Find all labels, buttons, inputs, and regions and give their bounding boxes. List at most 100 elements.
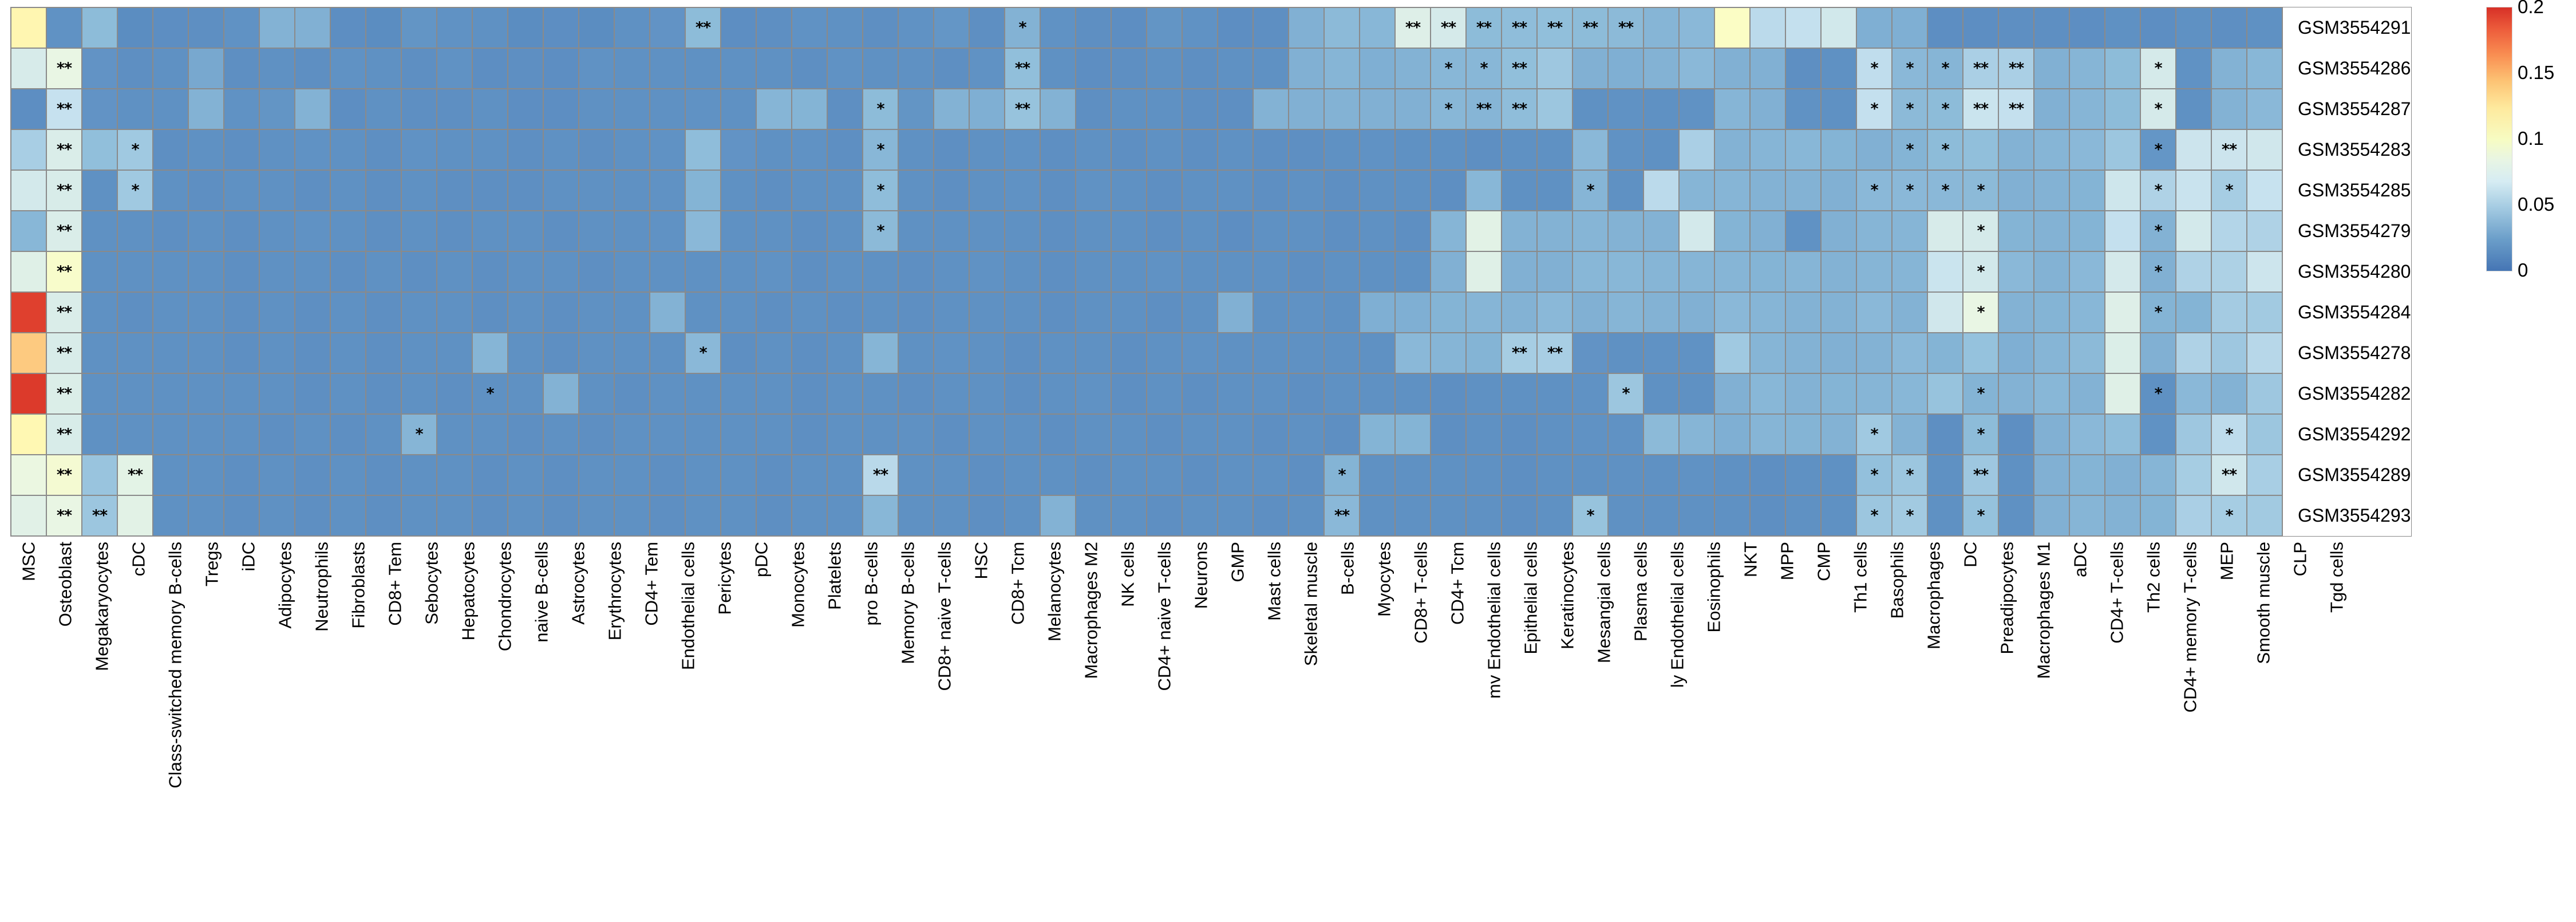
heatmap-cell[interactable] <box>81 373 118 415</box>
heatmap-cell[interactable]: ** <box>46 129 82 171</box>
heatmap-cell[interactable] <box>1111 129 1147 171</box>
heatmap-cell[interactable] <box>1678 495 1715 537</box>
heatmap-cell[interactable] <box>2104 129 2141 171</box>
heatmap-cell[interactable]: ** <box>1536 7 1573 49</box>
heatmap-cell[interactable] <box>1962 332 1999 374</box>
heatmap-cell[interactable] <box>1785 373 1822 415</box>
heatmap-cell[interactable] <box>649 454 686 496</box>
heatmap-cell[interactable] <box>614 88 650 130</box>
heatmap-cell[interactable] <box>1501 495 1538 537</box>
heatmap-cell[interactable] <box>152 210 189 252</box>
heatmap-cell[interactable] <box>1998 170 2034 211</box>
heatmap-cell[interactable] <box>1501 210 1538 252</box>
heatmap-cell[interactable] <box>330 291 366 333</box>
heatmap-cell[interactable] <box>1749 170 1786 211</box>
heatmap-cell[interactable] <box>1004 332 1041 374</box>
heatmap-cell[interactable] <box>1040 210 1076 252</box>
heatmap-cell[interactable] <box>578 88 615 130</box>
heatmap-cell[interactable] <box>223 170 260 211</box>
heatmap-cell[interactable] <box>1075 210 1112 252</box>
heatmap-cell[interactable] <box>1394 332 1431 374</box>
heatmap-cell[interactable] <box>1998 373 2034 415</box>
heatmap-cell[interactable] <box>1430 291 1467 333</box>
heatmap-cell[interactable] <box>1323 332 1360 374</box>
heatmap-cell[interactable]: * <box>1323 454 1360 496</box>
heatmap-cell[interactable] <box>330 373 366 415</box>
heatmap-cell[interactable] <box>862 291 899 333</box>
heatmap-cell[interactable]: * <box>1962 170 1999 211</box>
heatmap-cell[interactable] <box>81 291 118 333</box>
heatmap-cell[interactable] <box>365 7 402 49</box>
heatmap-cell[interactable] <box>1998 454 2034 496</box>
heatmap-cell[interactable] <box>1217 251 1254 293</box>
heatmap-cell[interactable]: * <box>1856 454 1893 496</box>
heatmap-cell[interactable] <box>1536 373 1573 415</box>
heatmap-cell[interactable] <box>1927 413 1963 455</box>
heatmap-cell[interactable]: * <box>2140 170 2176 211</box>
heatmap-cell[interactable] <box>827 48 863 89</box>
heatmap-cell[interactable] <box>791 210 828 252</box>
heatmap-cell[interactable] <box>1962 7 1999 49</box>
heatmap-cell[interactable] <box>1998 251 2034 293</box>
heatmap-cell[interactable] <box>1856 210 1893 252</box>
heatmap-cell[interactable] <box>436 251 473 293</box>
heatmap-cell[interactable] <box>294 48 331 89</box>
heatmap-cell[interactable] <box>152 454 189 496</box>
heatmap-cell[interactable] <box>933 7 970 49</box>
heatmap-cell[interactable] <box>294 373 331 415</box>
heatmap-cell[interactable] <box>2175 413 2212 455</box>
heatmap-cell[interactable] <box>472 332 508 374</box>
heatmap-cell[interactable] <box>294 291 331 333</box>
heatmap-cell[interactable] <box>1998 210 2034 252</box>
heatmap-cell[interactable] <box>117 7 153 49</box>
heatmap-cell[interactable] <box>1253 454 1289 496</box>
heatmap-cell[interactable] <box>1253 332 1289 374</box>
heatmap-cell[interactable] <box>614 495 650 537</box>
heatmap-cell[interactable] <box>1075 170 1112 211</box>
heatmap-cell[interactable]: ** <box>1501 48 1538 89</box>
heatmap-cell[interactable] <box>1465 413 1502 455</box>
heatmap-cell[interactable] <box>1253 88 1289 130</box>
heatmap-cell[interactable]: * <box>2140 129 2176 171</box>
heatmap-cell[interactable] <box>756 129 792 171</box>
heatmap-cell[interactable] <box>1146 210 1183 252</box>
heatmap-cell[interactable] <box>862 495 899 537</box>
heatmap-cell[interactable] <box>1075 88 1112 130</box>
heatmap-cell[interactable] <box>1643 454 1680 496</box>
heatmap-cell[interactable] <box>969 129 1005 171</box>
heatmap-cell[interactable] <box>862 332 899 374</box>
heatmap-cell[interactable] <box>862 7 899 49</box>
heatmap-cell[interactable] <box>1785 291 1822 333</box>
heatmap-cell[interactable] <box>2104 170 2141 211</box>
heatmap-cell[interactable] <box>578 495 615 537</box>
heatmap-cell[interactable] <box>1927 251 1963 293</box>
heatmap-cell[interactable] <box>578 251 615 293</box>
heatmap-cell[interactable] <box>720 373 757 415</box>
heatmap-cell[interactable] <box>578 7 615 49</box>
heatmap-cell[interactable] <box>1394 129 1431 171</box>
heatmap-cell[interactable] <box>649 373 686 415</box>
heatmap-cell[interactable] <box>1253 170 1289 211</box>
heatmap-cell[interactable] <box>2069 251 2105 293</box>
heatmap-cell[interactable] <box>2175 251 2212 293</box>
heatmap-cell[interactable] <box>436 129 473 171</box>
heatmap-cell[interactable] <box>1111 454 1147 496</box>
heatmap-cell[interactable]: ** <box>1501 88 1538 130</box>
heatmap-cell[interactable] <box>898 251 934 293</box>
heatmap-cell[interactable] <box>10 251 47 293</box>
heatmap-cell[interactable] <box>933 210 970 252</box>
heatmap-cell[interactable] <box>1501 373 1538 415</box>
heatmap-cell[interactable] <box>2033 495 2070 537</box>
heatmap-cell[interactable]: ** <box>117 454 153 496</box>
heatmap-cell[interactable] <box>1927 332 1963 374</box>
heatmap-cell[interactable] <box>1820 7 1857 49</box>
heatmap-cell[interactable] <box>223 88 260 130</box>
heatmap-cell[interactable] <box>1678 48 1715 89</box>
heatmap-cell[interactable] <box>1323 88 1360 130</box>
heatmap-cell[interactable] <box>2211 291 2247 333</box>
heatmap-cell[interactable] <box>1465 454 1502 496</box>
heatmap-cell[interactable] <box>1288 170 1325 211</box>
heatmap-cell[interactable] <box>1217 291 1254 333</box>
heatmap-cell[interactable] <box>1111 48 1147 89</box>
heatmap-cell[interactable] <box>1536 251 1573 293</box>
